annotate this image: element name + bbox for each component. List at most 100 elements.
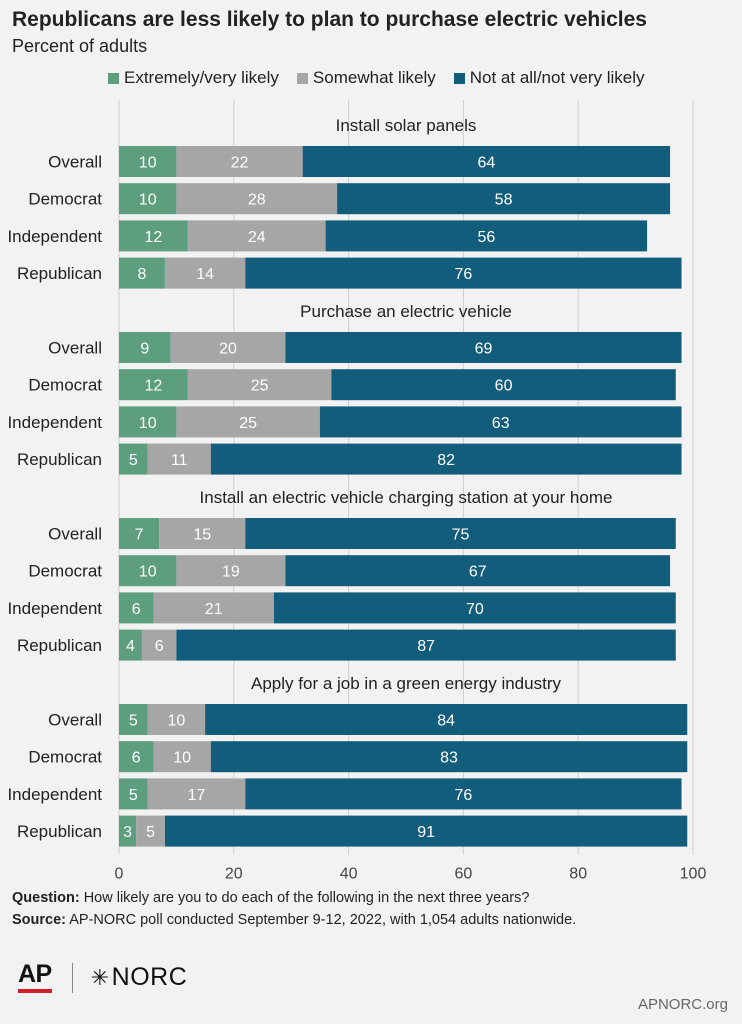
data-label-apply-for-a-job-in-a-green-energy-industry-democrat-extremely-very-likely: 6 — [132, 750, 141, 767]
data-label-install-solar-panels-democrat-not-at-all-not-very-likely: 58 — [495, 192, 513, 209]
bar-apply-for-a-job-in-a-green-energy-industry-republican-somewhat-likely — [136, 815, 165, 847]
data-label-install-an-electric-vehicle-charging-station-at-your-home-republican-somewhat-likely: 6 — [155, 638, 164, 655]
bar-install-solar-panels-democrat-not-at-all-not-very-likely — [337, 183, 671, 215]
bar-purchase-an-electric-vehicle-independent-somewhat-likely — [176, 406, 320, 438]
data-label-apply-for-a-job-in-a-green-energy-industry-overall-extremely-very-likely: 5 — [129, 713, 138, 730]
bar-install-an-electric-vehicle-charging-station-at-your-home-overall-not-at-all-not-very-likely — [245, 518, 676, 549]
bar-install-an-electric-vehicle-charging-station-at-your-home-independent-extremely-very-likely — [119, 592, 154, 624]
data-label-apply-for-a-job-in-a-green-energy-industry-overall-somewhat-likely: 10 — [168, 713, 186, 730]
bar-install-solar-panels-republican-not-at-all-not-very-likely — [245, 257, 682, 289]
bar-purchase-an-electric-vehicle-overall-extremely-very-likely — [119, 332, 171, 363]
panel-title-purchase-an-electric-vehicle: Purchase an electric vehicle — [300, 302, 512, 321]
bar-install-an-electric-vehicle-charging-station-at-your-home-republican-somewhat-likely — [141, 629, 177, 661]
bar-install-solar-panels-overall-not-at-all-not-very-likely — [302, 146, 671, 177]
question-label: Question: — [12, 890, 80, 906]
data-label-purchase-an-electric-vehicle-overall-extremely-very-likely: 9 — [140, 341, 149, 358]
row-label-republican: Republican — [17, 264, 102, 283]
data-label-install-an-electric-vehicle-charging-station-at-your-home-republican-extremely-very-likely: 4 — [126, 638, 135, 655]
row-label-independent: Independent — [7, 413, 102, 432]
bar-install-solar-panels-independent-extremely-very-likely — [119, 220, 188, 252]
bar-apply-for-a-job-in-a-green-energy-industry-overall-not-at-all-not-very-likely — [205, 704, 688, 735]
data-label-apply-for-a-job-in-a-green-energy-industry-republican-extremely-very-likely: 3 — [123, 824, 132, 841]
bar-apply-for-a-job-in-a-green-energy-industry-independent-extremely-very-likely — [119, 778, 148, 810]
bar-install-an-electric-vehicle-charging-station-at-your-home-democrat-extremely-very-likely — [119, 555, 177, 587]
norc-star-icon: ✳ — [90, 964, 110, 990]
bar-apply-for-a-job-in-a-green-energy-industry-independent-not-at-all-not-very-likely — [245, 778, 682, 810]
data-label-purchase-an-electric-vehicle-democrat-somewhat-likely: 25 — [251, 378, 269, 395]
bar-apply-for-a-job-in-a-green-energy-industry-overall-somewhat-likely — [147, 704, 206, 735]
data-label-apply-for-a-job-in-a-green-energy-industry-democrat-somewhat-likely: 10 — [173, 750, 191, 767]
bar-install-an-electric-vehicle-charging-station-at-your-home-democrat-somewhat-likely — [176, 555, 286, 587]
row-label-republican: Republican — [17, 822, 102, 841]
bar-apply-for-a-job-in-a-green-energy-industry-democrat-somewhat-likely — [153, 741, 211, 773]
x-tick-label-0: 0 — [115, 866, 124, 883]
data-label-purchase-an-electric-vehicle-republican-not-at-all-not-very-likely: 82 — [437, 452, 455, 469]
row-label-democrat: Democrat — [28, 376, 102, 395]
norc-logo-text: NORC — [111, 963, 188, 991]
data-label-install-an-electric-vehicle-charging-station-at-your-home-overall-not-at-all-not-very-likely: 75 — [452, 527, 470, 544]
bar-purchase-an-electric-vehicle-democrat-extremely-very-likely — [119, 369, 188, 401]
x-tick-label-40: 40 — [340, 866, 358, 883]
data-label-install-an-electric-vehicle-charging-station-at-your-home-overall-somewhat-likely: 15 — [193, 527, 211, 544]
data-label-apply-for-a-job-in-a-green-energy-industry-republican-somewhat-likely: 5 — [146, 824, 155, 841]
source-text: AP-NORC poll conducted September 9-12, 2… — [66, 912, 577, 928]
bar-install-an-electric-vehicle-charging-station-at-your-home-independent-somewhat-likely — [153, 592, 274, 624]
x-tick-label-60: 60 — [455, 866, 473, 883]
bar-install-solar-panels-independent-not-at-all-not-very-likely — [325, 220, 648, 252]
bar-apply-for-a-job-in-a-green-energy-industry-republican-extremely-very-likely — [119, 815, 137, 847]
bar-apply-for-a-job-in-a-green-energy-industry-republican-not-at-all-not-very-likely — [164, 815, 688, 847]
legend-swatch-not-likely — [453, 72, 465, 84]
bar-install-solar-panels-republican-extremely-very-likely — [119, 257, 165, 289]
bar-purchase-an-electric-vehicle-overall-somewhat-likely — [170, 332, 286, 363]
data-label-purchase-an-electric-vehicle-democrat-extremely-very-likely: 12 — [145, 378, 163, 395]
bar-apply-for-a-job-in-a-green-energy-industry-independent-somewhat-likely — [147, 778, 246, 810]
data-label-install-solar-panels-independent-not-at-all-not-very-likely: 56 — [477, 229, 495, 246]
legend-swatch-extremely-likely — [108, 72, 119, 84]
bar-purchase-an-electric-vehicle-independent-extremely-very-likely — [119, 406, 177, 438]
site-link[interactable]: APNORC.org — [637, 996, 728, 1013]
panel-title-install-solar-panels: Install solar panels — [336, 116, 477, 135]
data-label-install-solar-panels-republican-somewhat-likely: 14 — [196, 266, 214, 283]
bar-install-an-electric-vehicle-charging-station-at-your-home-democrat-not-at-all-not-very-likely — [285, 555, 671, 587]
logo-divider — [71, 962, 73, 993]
data-label-install-an-electric-vehicle-charging-station-at-your-home-independent-extremely-very-likely: 6 — [132, 601, 141, 618]
legend-label-extremely-likely: Extremely/very likely — [124, 68, 279, 87]
question-note: Question: How likely are you to do each … — [12, 890, 529, 906]
data-label-install-solar-panels-republican-extremely-very-likely: 8 — [138, 266, 147, 283]
legend-swatch-somewhat-likely — [296, 72, 308, 84]
source-label: Source: — [12, 912, 66, 928]
bar-install-an-electric-vehicle-charging-station-at-your-home-republican-not-at-all-not-very-likely — [176, 629, 676, 661]
bar-purchase-an-electric-vehicle-democrat-not-at-all-not-very-likely — [331, 369, 676, 401]
legend-label-not-likely: Not at all/not very likely — [469, 68, 645, 87]
data-label-install-solar-panels-democrat-extremely-very-likely: 10 — [139, 192, 157, 209]
chart-title: Republicans are less likely to plan to p… — [12, 8, 647, 31]
bar-apply-for-a-job-in-a-green-energy-industry-democrat-not-at-all-not-very-likely — [210, 741, 688, 773]
row-label-republican: Republican — [17, 450, 102, 469]
norc-logo: ✳ NORC — [91, 963, 188, 992]
data-label-apply-for-a-job-in-a-green-energy-industry-independent-not-at-all-not-very-likely: 76 — [455, 787, 473, 804]
data-label-purchase-an-electric-vehicle-republican-extremely-very-likely: 5 — [129, 452, 138, 469]
bar-install-an-electric-vehicle-charging-station-at-your-home-overall-extremely-very-likely — [119, 518, 160, 549]
data-label-install-solar-panels-overall-extremely-very-likely: 10 — [139, 155, 157, 172]
chart-subtitle: Percent of adults — [12, 36, 148, 56]
row-label-overall: Overall — [48, 339, 102, 358]
data-label-install-an-electric-vehicle-charging-station-at-your-home-democrat-not-at-all-not-very-likely: 67 — [469, 564, 487, 581]
legend-label-somewhat-likely: Somewhat likely — [312, 68, 436, 87]
data-label-install-an-electric-vehicle-charging-station-at-your-home-independent-not-at-all-not-very-likely: 70 — [466, 601, 484, 618]
bar-purchase-an-electric-vehicle-republican-not-at-all-not-very-likely — [210, 443, 682, 475]
data-label-apply-for-a-job-in-a-green-energy-industry-republican-not-at-all-not-very-likely: 91 — [417, 824, 435, 841]
bar-install-solar-panels-overall-extremely-very-likely — [119, 146, 177, 177]
x-tick-label-100: 100 — [680, 866, 707, 883]
bar-apply-for-a-job-in-a-green-energy-industry-democrat-extremely-very-likely — [119, 741, 154, 773]
bar-install-an-electric-vehicle-charging-station-at-your-home-independent-not-at-all-not-very-likely — [273, 592, 676, 624]
legend-item-not-likely: Not at all/not very likely — [453, 68, 645, 88]
logos: AP ✳ NORC — [18, 962, 187, 993]
row-label-independent: Independent — [7, 227, 102, 246]
data-label-apply-for-a-job-in-a-green-energy-industry-democrat-not-at-all-not-very-likely: 83 — [440, 750, 458, 767]
data-label-install-an-electric-vehicle-charging-station-at-your-home-republican-not-at-all-not-very-likely: 87 — [417, 638, 435, 655]
data-label-purchase-an-electric-vehicle-independent-somewhat-likely: 25 — [239, 415, 257, 432]
bar-purchase-an-electric-vehicle-republican-somewhat-likely — [147, 443, 211, 475]
data-label-apply-for-a-job-in-a-green-energy-industry-independent-extremely-very-likely: 5 — [129, 787, 138, 804]
data-label-install-solar-panels-overall-not-at-all-not-very-likely: 64 — [477, 155, 495, 172]
bar-purchase-an-electric-vehicle-overall-not-at-all-not-very-likely — [285, 332, 682, 363]
